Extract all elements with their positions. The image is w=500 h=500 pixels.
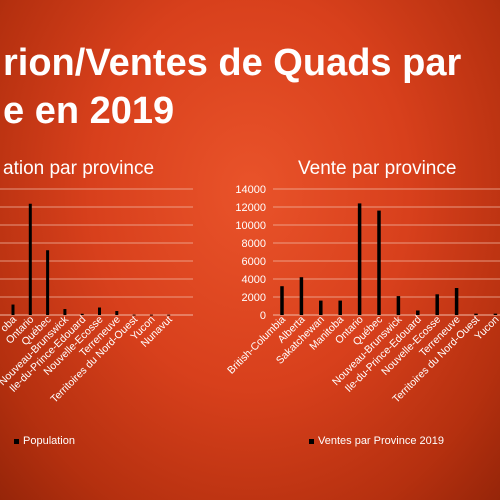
sales-chart-title: Vente par province [298, 158, 457, 179]
sales-legend: Ventes par Province 2019 [309, 435, 444, 447]
sales-y-tick-label: 14000 [235, 184, 266, 196]
population-bar [115, 311, 119, 315]
population-legend-label: Population [23, 435, 75, 447]
sales-bar [280, 286, 284, 315]
slide-title-line-1: rion/Ventes de Quads par [3, 42, 462, 84]
sales-bar [474, 313, 478, 315]
sales-bar [435, 294, 439, 315]
sales-y-tick-label: 12000 [235, 202, 266, 214]
sales-bar [357, 203, 362, 315]
population-chart-title: ation par province [3, 158, 155, 179]
sales-bar [396, 296, 401, 315]
sales-bar [454, 288, 459, 315]
sales-y-tick-label: 8000 [242, 238, 266, 250]
sales-bar [319, 300, 323, 315]
sales-bar [416, 310, 420, 315]
sales-legend-swatch [309, 438, 314, 444]
sales-y-tick-label: 0 [260, 310, 266, 322]
population-bar [63, 309, 67, 315]
population-bar [46, 250, 50, 315]
population-bar [167, 314, 171, 316]
population-bar [132, 314, 136, 316]
sales-y-tick-label: 10000 [235, 220, 266, 232]
sales-bar [377, 210, 381, 315]
sales-bar [299, 277, 304, 315]
population-legend: Population [14, 435, 75, 447]
sales-y-tick-label: 6000 [242, 256, 266, 268]
population-bar [98, 307, 101, 315]
population-bar [80, 313, 84, 315]
slide-title-line-2: e en 2019 [3, 90, 175, 132]
sales-bar [493, 313, 498, 315]
population-bar [11, 304, 15, 315]
sales-y-tick-label: 4000 [242, 274, 266, 286]
sales-bar [338, 300, 342, 315]
sales-legend-label: Ventes par Province 2019 [318, 435, 444, 447]
sales-category-label: British-Columbia [225, 314, 288, 377]
population-legend-swatch [14, 438, 19, 444]
sales-y-tick-label: 2000 [242, 292, 266, 304]
population-bar [149, 314, 153, 316]
population-bar [28, 203, 32, 315]
